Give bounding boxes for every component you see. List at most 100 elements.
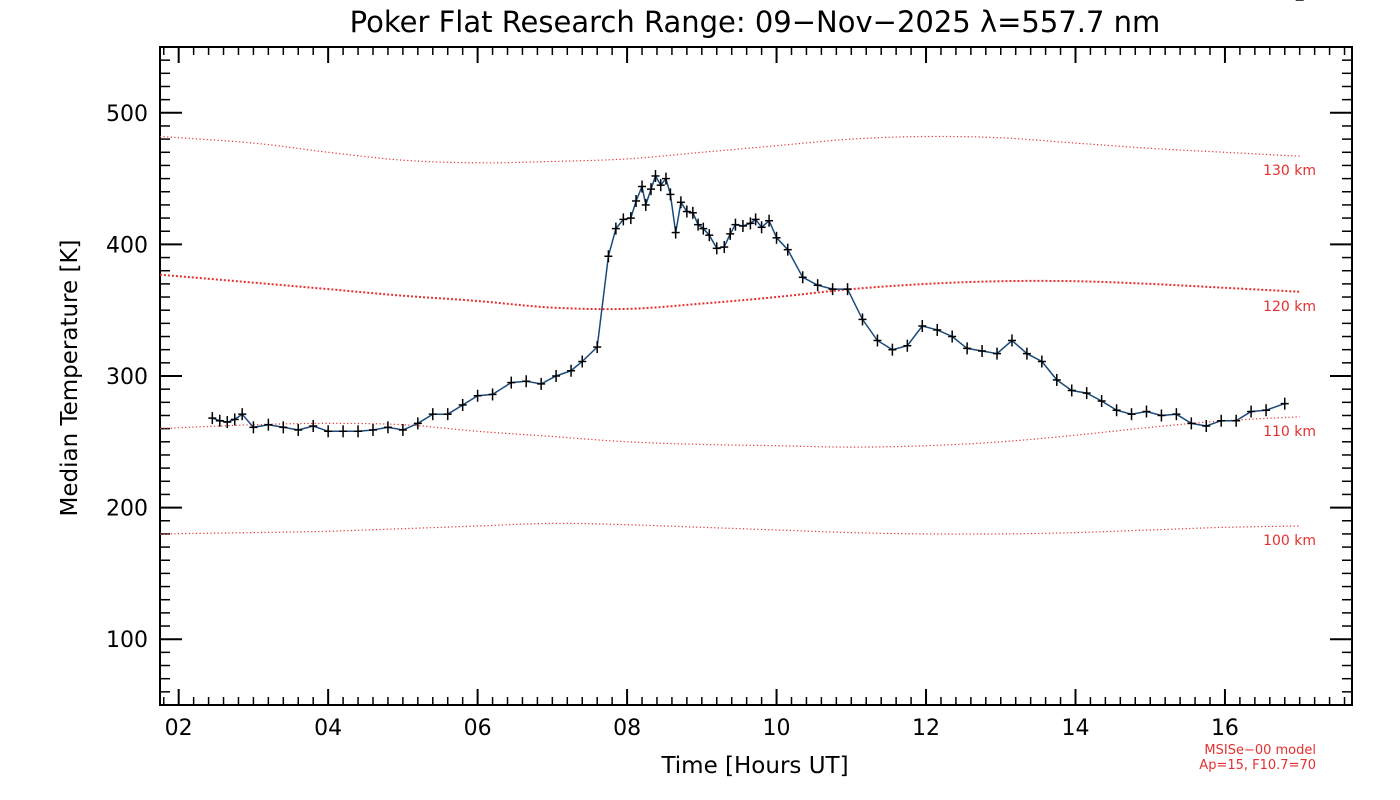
y-tick-label: 300	[106, 365, 148, 390]
measured-point	[279, 421, 288, 434]
measured-point	[731, 218, 740, 231]
measured-point	[383, 421, 392, 434]
measured-point	[813, 279, 822, 292]
measured-point	[443, 408, 452, 421]
measured-point	[1142, 405, 1151, 418]
measured-point	[888, 343, 897, 356]
x-tick-label: 02	[165, 716, 193, 741]
measured-point	[264, 418, 273, 431]
measured-point	[1007, 334, 1016, 347]
measured-point	[593, 341, 602, 354]
measured-point	[1127, 408, 1136, 421]
measured-point	[215, 414, 224, 427]
measured-point	[473, 389, 482, 402]
measured-point	[993, 347, 1002, 360]
y-tick-label: 400	[106, 233, 148, 258]
measured-series	[208, 0, 1304, 438]
measured-point	[720, 241, 729, 254]
measured-point	[798, 271, 807, 284]
measured-point	[726, 227, 735, 240]
measured-point	[772, 231, 781, 244]
measured-point	[638, 180, 647, 193]
measured-point	[611, 222, 620, 235]
measured-point	[1157, 409, 1166, 422]
model-curve-130-km	[159, 135, 1300, 164]
x-tick-label: 10	[763, 716, 791, 741]
measured-point	[918, 319, 927, 332]
measured-point	[339, 425, 348, 438]
measured-point	[1202, 420, 1211, 433]
measured-point	[1232, 414, 1241, 427]
measured-point	[641, 198, 650, 211]
measured-point	[567, 364, 576, 377]
measured-point	[1172, 408, 1181, 421]
measured-point	[413, 417, 422, 430]
measured-point	[757, 221, 766, 234]
measured-point	[933, 323, 942, 336]
model-curve-label: 110 km	[1263, 424, 1316, 440]
measured-point	[963, 342, 972, 355]
measured-point	[537, 377, 546, 390]
measured-point	[1247, 405, 1256, 418]
measured-point	[507, 376, 516, 389]
model-curves	[159, 135, 1300, 535]
measured-point	[705, 229, 714, 242]
measured-point	[646, 183, 655, 196]
model-note: MSISe−00 model	[1204, 743, 1316, 758]
measured-point	[765, 214, 774, 227]
measured-point	[223, 416, 232, 429]
chart-title: Poker Flat Research Range: 09−Nov−2025 λ…	[350, 5, 1161, 39]
model-curve-110-km	[159, 416, 1300, 448]
plot-frame	[159, 46, 1353, 706]
measured-point	[858, 313, 867, 326]
measured-point	[651, 169, 660, 182]
measured-point	[428, 408, 437, 421]
measured-point	[552, 370, 561, 382]
x-tick-label: 16	[1211, 716, 1239, 741]
measured-point	[208, 412, 217, 425]
measured-point	[843, 283, 852, 296]
model-curve-100-km	[159, 522, 1300, 535]
measured-point	[978, 344, 987, 357]
measured-point	[1187, 417, 1196, 430]
measured-point	[948, 330, 957, 343]
measured-point	[1097, 395, 1106, 408]
measured-point	[1067, 384, 1076, 397]
measured-point	[604, 250, 613, 263]
measured-point	[626, 212, 635, 225]
measured-point	[656, 179, 665, 192]
model-curve-label: 100 km	[1263, 533, 1316, 549]
measured-point	[488, 388, 497, 401]
measured-point	[632, 194, 641, 207]
measured-point	[1262, 404, 1271, 417]
measured-point	[688, 206, 697, 219]
measured-point	[699, 222, 708, 235]
measured-point	[751, 213, 760, 226]
measured-point	[666, 188, 675, 201]
measured-point	[294, 423, 303, 436]
model-curve-label: 120 km	[1263, 299, 1316, 315]
measured-point	[671, 226, 680, 239]
measured-point	[398, 423, 407, 436]
measured-point	[238, 408, 247, 421]
measured-point	[1037, 355, 1046, 368]
measured-point	[738, 219, 747, 232]
measured-point	[694, 218, 703, 231]
measured-point	[1217, 414, 1226, 427]
measured-point	[324, 425, 333, 438]
measured-point	[661, 172, 670, 185]
x-tick-label: 04	[314, 716, 342, 741]
model-curve-120-km	[159, 273, 1300, 311]
measured-point	[783, 243, 792, 256]
measured-point	[1052, 373, 1061, 386]
measured-point	[230, 413, 239, 426]
measured-point	[712, 242, 721, 255]
measured-point	[828, 283, 837, 296]
measured-point	[458, 398, 467, 411]
axis-ticks	[160, 46, 1352, 706]
model-curve-label: 130 km	[1263, 163, 1316, 179]
y-tick-label: 100	[106, 628, 148, 653]
measured-point	[1022, 347, 1031, 360]
measured-point	[1082, 387, 1091, 400]
